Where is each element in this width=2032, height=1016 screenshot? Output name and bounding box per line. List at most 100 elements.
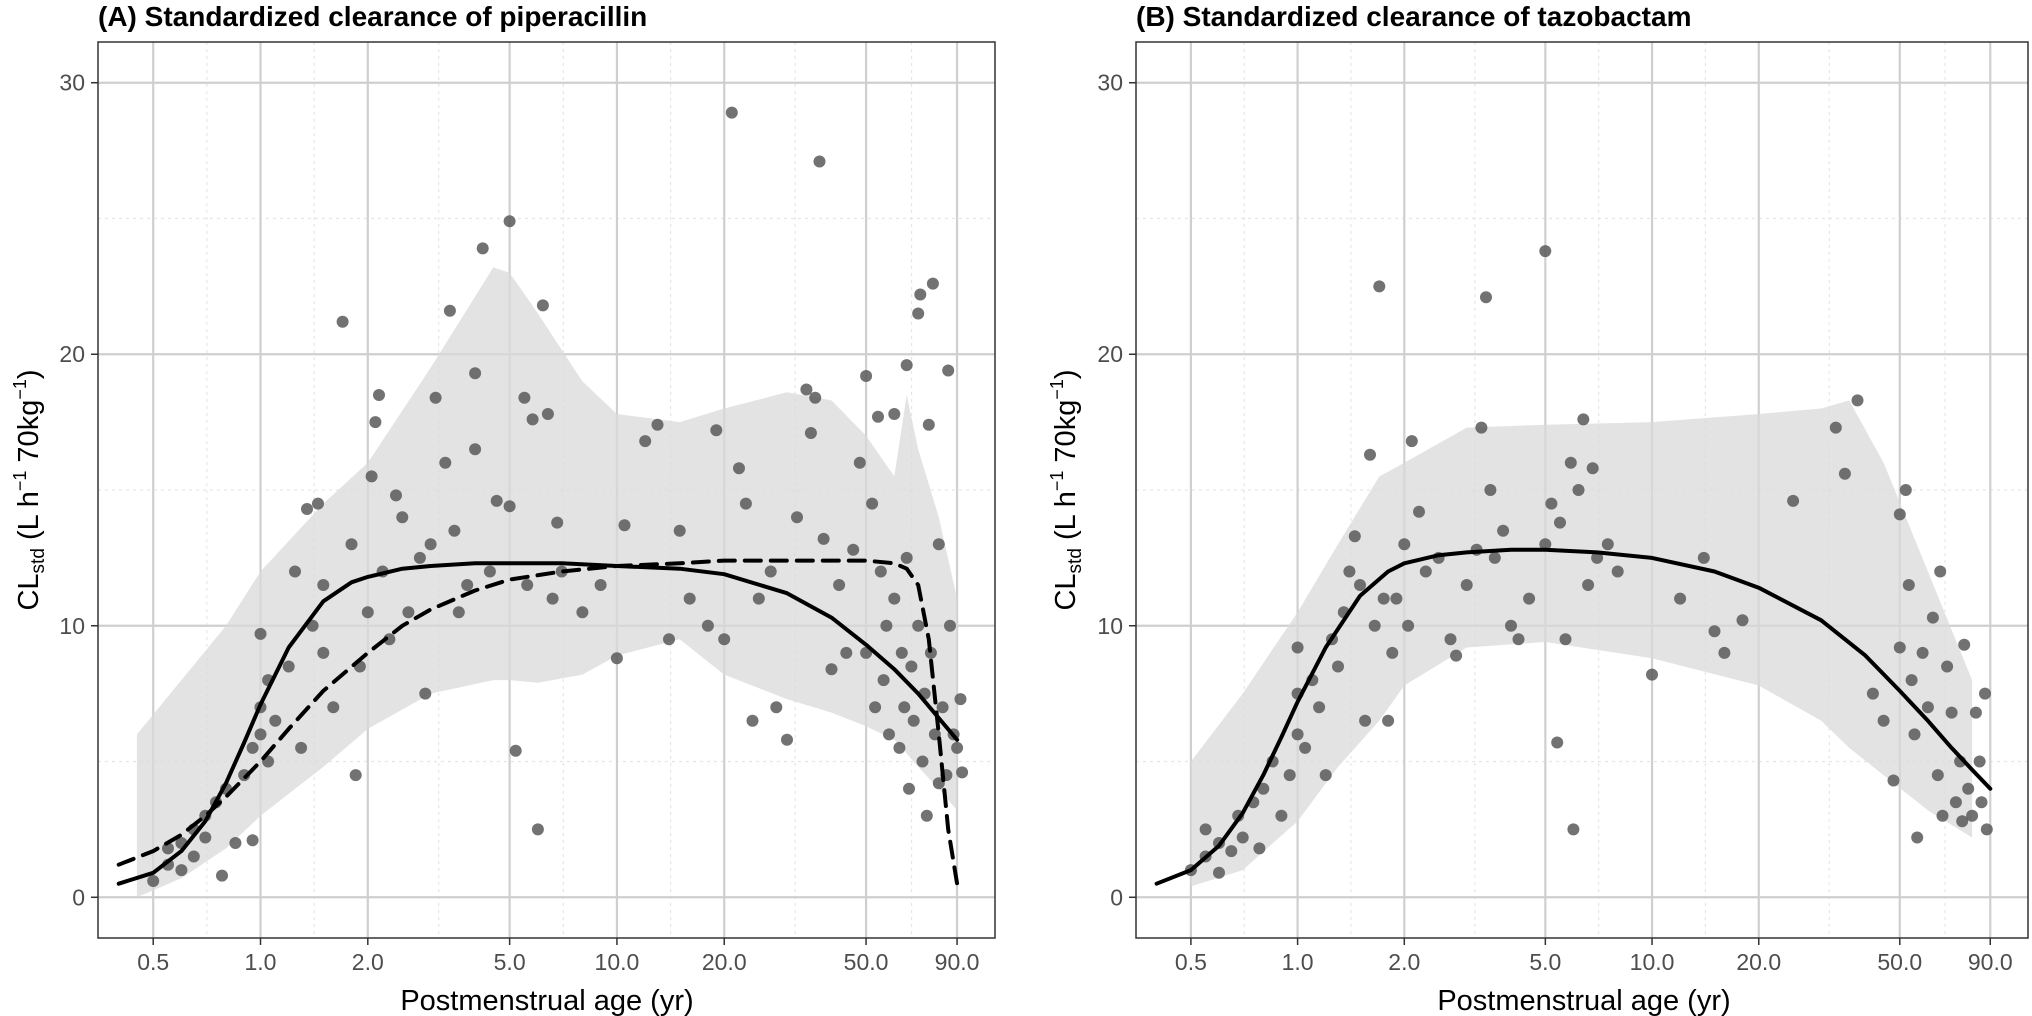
panel-a-data-point: [791, 511, 803, 524]
panel-b-y-tick-label: 30: [1097, 70, 1123, 96]
panel-b-data-point: [1505, 619, 1517, 632]
panel-b-data-point: [1893, 508, 1906, 521]
panel-a-data-point: [922, 418, 935, 431]
panel-a-panel-border: [97, 41, 996, 939]
panel-b-data-point: [1697, 551, 1710, 564]
panel-a-data-point: [390, 489, 402, 502]
panel-b-data-point: [1348, 530, 1361, 543]
panel-b-y-axis-title: CLstd (L h−1 70kg−1): [1047, 369, 1086, 610]
panel-b-y-tick-label: 20: [1097, 341, 1123, 367]
panel-b-y-tick-label: 0: [1110, 884, 1123, 910]
panel-b-x-axis-title: Postmenstrual age (yr): [1437, 985, 1730, 1016]
panel-a: 0.5 1.0 2.0 5.0 10.0 20.0 50.0 90.0 0 10 20 30 (A) S…: [10, 1, 996, 1016]
panel-a-data-point: [618, 519, 631, 532]
panel-a-x-axis-title: Postmenstrual age (yr): [400, 985, 693, 1016]
panel-b-data-point: [1646, 668, 1658, 681]
panel-a-y-tick-label: 10: [59, 613, 85, 639]
panel-b-data-point: [1736, 614, 1749, 627]
panel-a-data-point: [880, 619, 893, 632]
panel-a-data-point: [469, 443, 482, 456]
panel-b-data-point: [1611, 565, 1624, 578]
panel-a-data-point: [461, 579, 474, 591]
panel-b-data-point: [1291, 641, 1304, 654]
panel-b-data-point: [1539, 538, 1552, 551]
panel-b-data-point: [1866, 687, 1879, 700]
panel-a-data-point: [365, 470, 378, 483]
panel-a-data-point: [526, 413, 539, 426]
panel-a-data-point: [536, 299, 549, 312]
panel-b-data-point: [1916, 646, 1929, 659]
panel-b-data-point: [1488, 551, 1501, 564]
panel-a-data-point: [932, 538, 945, 551]
panel-b-solid-curve: [1154, 547, 1993, 886]
panel-b-x-tick-label: 2.0: [1388, 949, 1420, 975]
panel-b-data-point: [1601, 538, 1614, 551]
panel-b-plot-area: 0.5 1.0 2.0 5.0 10.0 20.0 50.0 90.0 0 10 20 30: [1097, 41, 2029, 975]
panel-a-data-point: [900, 551, 913, 564]
panel-a-data-point: [594, 579, 607, 591]
panel-a-data-point: [912, 307, 925, 320]
panel-b-data-point: [1708, 625, 1721, 638]
panel-b-data-point: [1319, 769, 1332, 782]
panel-b-data-point: [1484, 484, 1497, 496]
panel-a-data-point: [877, 674, 890, 687]
panel-a-data-point: [518, 391, 531, 404]
panel-b-data-point: [1787, 494, 1800, 507]
panel-a-data-point: [683, 592, 696, 605]
panel-b-data-point: [1523, 592, 1536, 605]
panel-a-data-point: [373, 389, 385, 401]
panel-a-data-point: [914, 288, 927, 301]
panel-b-data-point: [1554, 516, 1566, 529]
panel-b-data-point: [1586, 462, 1599, 475]
panel-a-data-point: [813, 155, 826, 168]
panel-b-data-point: [1902, 579, 1915, 591]
panel-b-data-point: [1931, 769, 1944, 782]
panel-a-data-point: [651, 418, 664, 431]
panel-a-data-point: [874, 565, 887, 578]
panel-a-data-point: [509, 744, 522, 757]
panel-b-data-point: [1674, 592, 1687, 605]
panel-b-data-point: [1921, 701, 1934, 714]
panel-a-data-point: [663, 633, 675, 646]
panel-b-data-point: [1512, 633, 1525, 646]
panel-a-data-point: [639, 435, 652, 448]
panel-b-data-point: [1390, 592, 1403, 605]
panel-a-data-point: [872, 410, 884, 423]
panel-b-data-point: [1577, 413, 1590, 426]
panel-a-data-point: [673, 524, 686, 537]
panel-b-data-point: [1386, 646, 1399, 659]
panel-b-data-point: [1480, 291, 1492, 304]
panel-b: 0.5 1.0 2.0 5.0 10.0 20.0 50.0 90.0 0 10 20 30 (B) S…: [1047, 1, 2029, 1016]
panel-a-data-point: [295, 741, 308, 754]
panel-a-x-tick-label: 90.0: [935, 949, 980, 975]
panel-b-data-point: [1899, 484, 1912, 496]
panel-b-data-point: [1419, 565, 1432, 578]
panel-a-data-point: [764, 565, 777, 578]
panel-b-x-tick-label: 10.0: [1630, 949, 1675, 975]
panel-a-data-point: [833, 579, 846, 591]
panel-a-y-tick-label: 20: [59, 341, 85, 367]
panel-a-data-point: [860, 370, 873, 382]
panel-b-x-tick-label: 1.0: [1282, 949, 1314, 975]
panel-a-data-point: [336, 315, 349, 328]
panel-b-panel-border: [1135, 41, 2029, 939]
panel-a-data-point: [866, 497, 879, 510]
panel-a-data-point: [746, 714, 759, 727]
panel-b-data-point: [1975, 796, 1988, 809]
panel-a-data-point: [443, 304, 456, 317]
panel-a-confidence-ribbon: [136, 267, 958, 898]
panel-a-data-point: [282, 660, 295, 673]
panel-a-data-point: [954, 693, 967, 706]
panel-a-data-point: [883, 728, 895, 741]
panel-b-data-point: [1364, 448, 1376, 461]
panel-b-title: (B) Standardized clearance of tazobactam: [1136, 1, 1691, 32]
panel-a-data-point: [701, 619, 714, 632]
panel-b-data-point: [1941, 660, 1954, 673]
panel-a-x-tick-label: 20.0: [702, 949, 747, 975]
panel-b-data-point: [1958, 638, 1971, 651]
panel-b-data-point: [1413, 505, 1425, 518]
panel-b-data-point: [1936, 809, 1949, 822]
panel-a-data-point: [924, 646, 937, 659]
panel-b-data-point: [1582, 579, 1595, 591]
panel-a-x-tick-label: 5.0: [494, 949, 526, 975]
